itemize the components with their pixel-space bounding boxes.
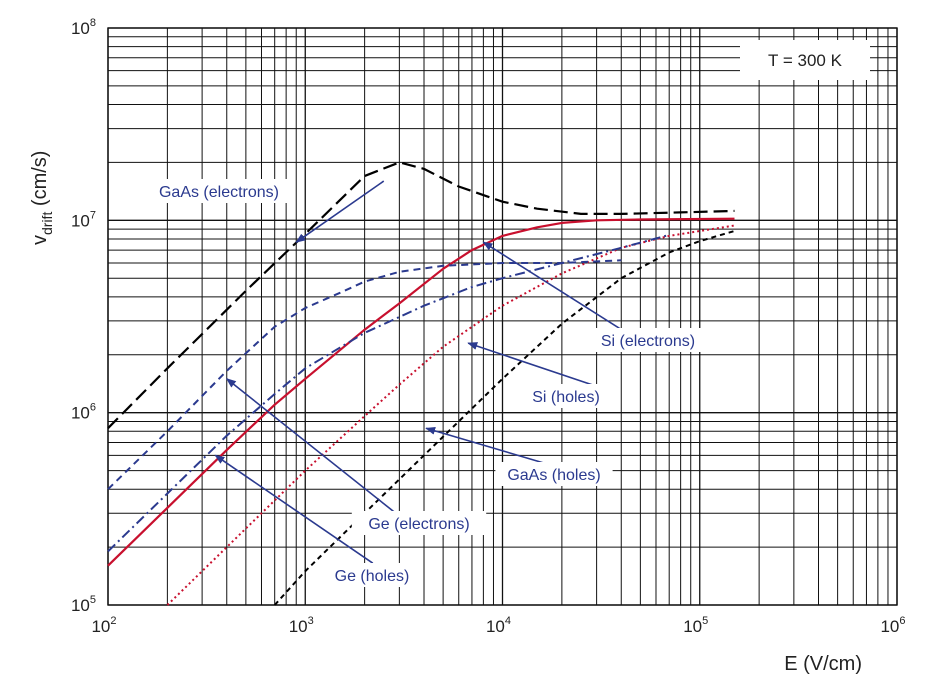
y-tick-label: 107 — [71, 209, 96, 230]
series-label-bg-ge-electrons — [351, 511, 487, 535]
temperature-annotation: T = 300 K — [768, 51, 843, 70]
series-label-bg-si-electrons — [580, 328, 716, 352]
x-tick-label: 104 — [486, 615, 511, 636]
y-axis-label-unit: (cm/s) — [29, 151, 51, 207]
y-axis-label-subscript: drift — [39, 212, 55, 235]
temperature-box — [740, 40, 870, 80]
pointer-arrow-si-holes — [467, 342, 611, 392]
series-label-gaas-holes: GaAs (holes) — [507, 467, 600, 484]
x-tick-label: 102 — [91, 615, 116, 636]
series-line-si-electrons — [107, 217, 735, 567]
y-tick-label: 105 — [71, 594, 96, 615]
series-label-bg-si-holes — [516, 384, 616, 408]
series-label-ge-electrons: Ge (electrons) — [368, 516, 469, 533]
tick-labels: 102 103 104 105 106 105 106 107 108 — [71, 17, 906, 636]
series-label-bg-gaas-electrons — [143, 179, 295, 203]
series-label-gaas-electrons: GaAs (electrons) — [159, 184, 279, 201]
series-line-gaas-electrons — [107, 161, 735, 429]
pointer-arrow-ge-electrons — [225, 378, 400, 517]
y-axis-label: vdrift (cm/s) — [29, 151, 55, 245]
y-tick-label: 106 — [71, 402, 96, 423]
series-line-si-holes — [166, 224, 735, 606]
pointer-layer — [214, 180, 649, 564]
x-tick-label: 103 — [289, 615, 314, 636]
series-label-si-electrons: Si (electrons) — [601, 333, 695, 350]
series-line-ge-electrons — [107, 259, 622, 490]
series-label-bg-ge-holes — [322, 563, 422, 587]
series-labels: GaAs (electrons) Si (electrons) Si (holes)… — [143, 179, 716, 587]
pointer-arrow-ge-holes — [214, 454, 374, 564]
series-label-si-holes: Si (holes) — [532, 389, 600, 406]
series-label-bg-gaas-holes — [495, 462, 613, 486]
grid — [107, 27, 898, 606]
series-label-ge-holes: Ge (holes) — [335, 568, 410, 585]
x-tick-label: 106 — [880, 615, 905, 636]
x-tick-label: 105 — [683, 615, 708, 636]
plot-frame — [107, 27, 898, 606]
series-layer — [107, 161, 735, 606]
y-tick-label: 108 — [71, 17, 96, 38]
series-line-gaas-holes — [273, 230, 735, 606]
y-axis-label-main: v — [29, 235, 51, 245]
pointer-arrow-gaas-electrons — [295, 180, 385, 243]
x-axis-label: E (V/cm) — [784, 653, 862, 675]
svg-text:vdrift (cm/s): vdrift (cm/s) — [29, 151, 55, 245]
